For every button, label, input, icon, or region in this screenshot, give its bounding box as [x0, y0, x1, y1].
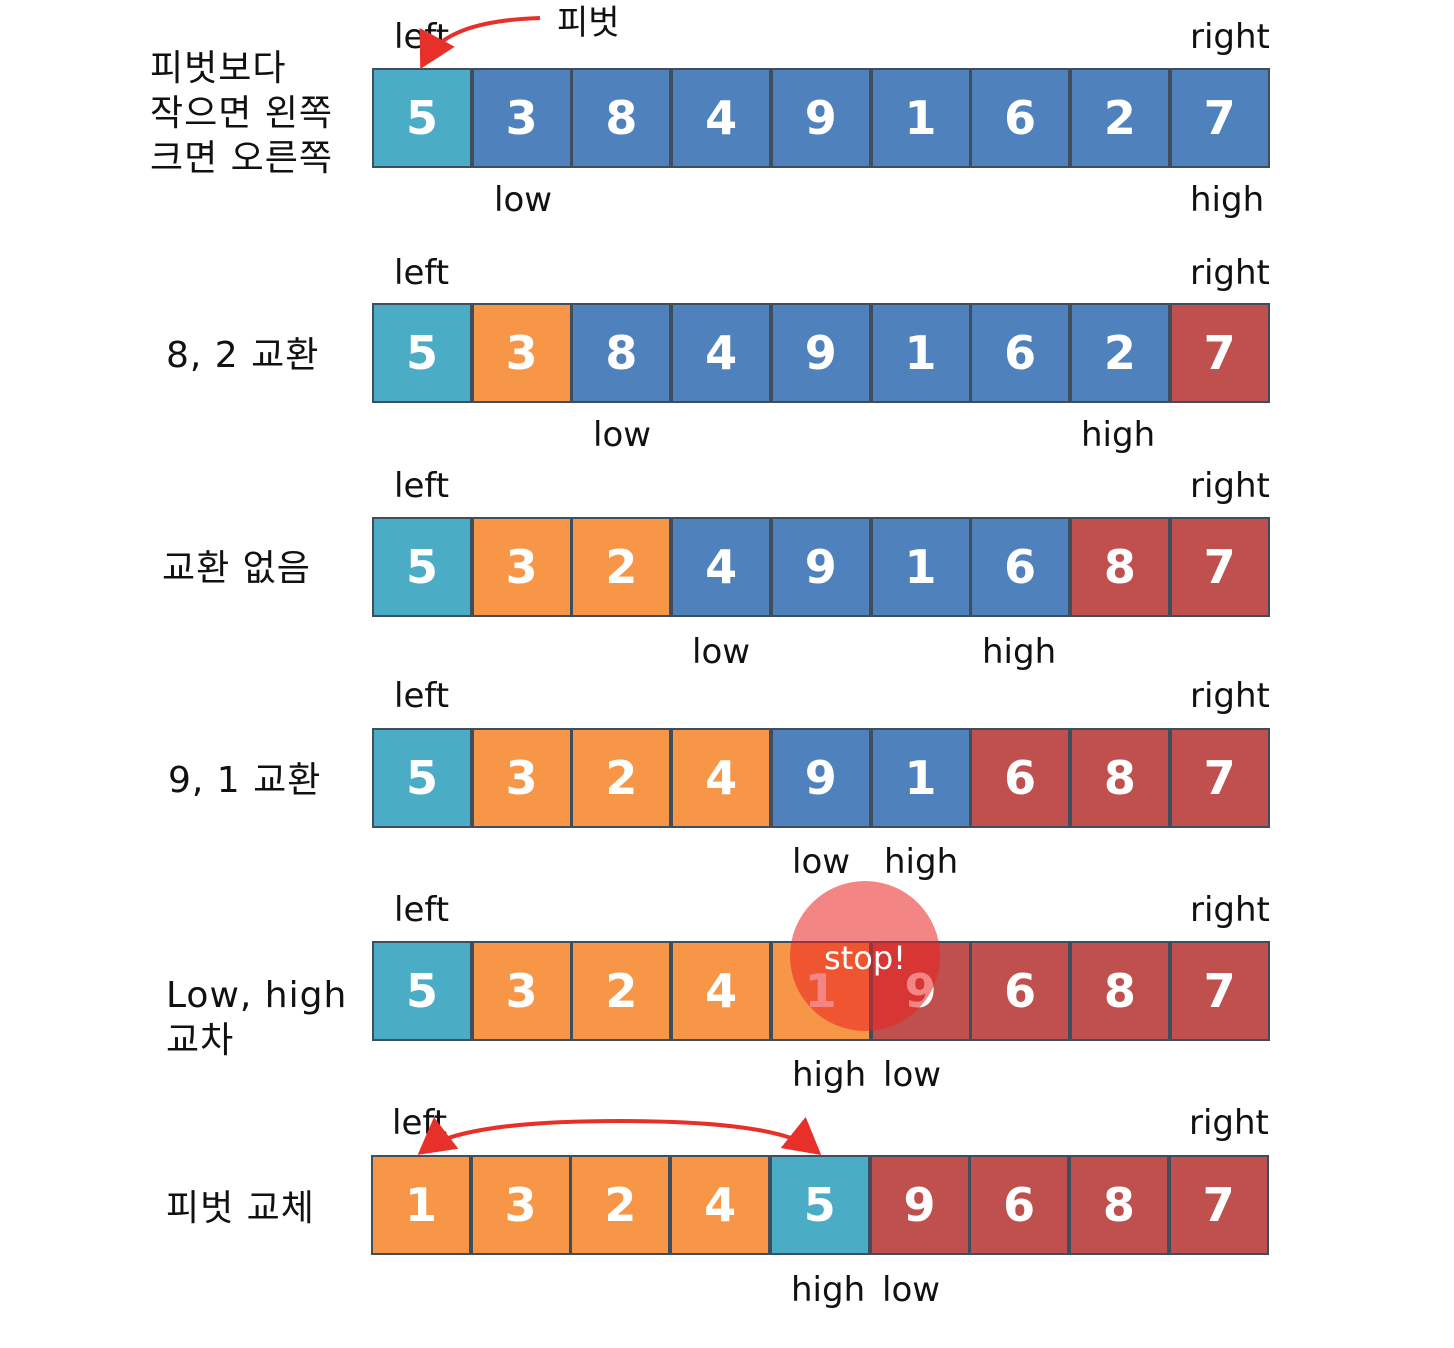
array-cell: 9 — [869, 1155, 970, 1255]
step-1-label: 피벗보다 작으면 왼쪽 크면 오른쪽 — [150, 48, 334, 179]
array-cell: 4 — [671, 728, 772, 828]
step-1-low-pointer: low — [494, 180, 553, 220]
array-cell: 4 — [671, 941, 772, 1041]
array-cell: 9 — [770, 303, 871, 403]
array-cell: 3 — [471, 728, 572, 828]
array-cell: 1 — [870, 68, 971, 168]
array-cell: 2 — [570, 1155, 671, 1255]
array-cell: 3 — [471, 941, 572, 1041]
step-3-high-pointer: high — [982, 632, 1057, 672]
array-cell: 2 — [1069, 68, 1170, 168]
step-5-high-pointer: high — [792, 1055, 867, 1095]
array-cell: 3 — [470, 1155, 571, 1255]
step-2-right-pointer: right — [1190, 253, 1270, 293]
array-cell: 5 — [372, 941, 472, 1041]
pivot-callout-arrow — [419, 16, 541, 70]
array-cell: 9 — [770, 517, 871, 617]
step-2-low-pointer: low — [593, 415, 652, 455]
array-cell: 9 — [770, 68, 871, 168]
step-5-right-pointer: right — [1190, 890, 1270, 930]
array-cell: 6 — [970, 303, 1071, 403]
stop-label: stop! — [824, 939, 906, 977]
pivot-swap-arrow-left — [417, 1117, 621, 1155]
array-cell: 5 — [372, 303, 472, 403]
array-cell: 6 — [970, 728, 1071, 828]
step-1-high-pointer: high — [1190, 180, 1265, 220]
pivot-swap-arrow-right — [619, 1116, 822, 1155]
array-cell: 4 — [671, 68, 772, 168]
array-cell: 7 — [1169, 517, 1270, 617]
step-2-left-pointer: left — [394, 253, 450, 293]
array-cell: 1 — [371, 1155, 471, 1255]
step-4-high-pointer: high — [884, 842, 959, 882]
array-cell: 8 — [1069, 941, 1170, 1041]
array-cell: 7 — [1169, 728, 1270, 828]
step-3-right-pointer: right — [1190, 466, 1270, 506]
step-6-low-pointer: low — [882, 1270, 941, 1310]
step-3-low-pointer: low — [692, 632, 751, 672]
array-cell: 9 — [770, 728, 871, 828]
step-6-high-pointer: high — [791, 1270, 866, 1310]
array-cell: 8 — [571, 68, 672, 168]
array-cell: 5 — [372, 68, 472, 168]
array-cell: 1 — [870, 517, 971, 617]
array-cell: 8 — [1069, 517, 1170, 617]
array-cell: 4 — [671, 303, 772, 403]
step-5-left-pointer: left — [394, 890, 450, 930]
array-cell: 2 — [571, 517, 672, 617]
array-cell: 1 — [870, 303, 971, 403]
step-1-right-pointer: right — [1190, 17, 1270, 57]
step-2-high-pointer: high — [1081, 415, 1156, 455]
array-cell: 1 — [870, 728, 971, 828]
array-cell: 6 — [970, 941, 1071, 1041]
pivot-callout: 피벗 — [557, 3, 620, 43]
array-cell: 7 — [1169, 303, 1270, 403]
array-cell: 8 — [1068, 1155, 1169, 1255]
array-cell: 5 — [769, 1155, 870, 1255]
array-cell: 8 — [1069, 728, 1170, 828]
array-cell: 6 — [970, 517, 1071, 617]
step-3-left-pointer: left — [394, 466, 450, 506]
step-6-right-pointer: right — [1189, 1103, 1269, 1143]
array-cell: 6 — [970, 68, 1071, 168]
step-4-label: 9, 1 교환 — [168, 760, 322, 801]
step-3-label: 교환 없음 — [162, 548, 311, 589]
array-cell: 2 — [571, 941, 672, 1041]
array-cell: 4 — [670, 1155, 771, 1255]
array-cell: 3 — [471, 517, 572, 617]
array-cell: 6 — [969, 1155, 1070, 1255]
array-cell: 2 — [1069, 303, 1170, 403]
step-4-right-pointer: right — [1190, 676, 1270, 716]
step-2-label: 8, 2 교환 — [166, 335, 320, 376]
array-cell: 5 — [372, 517, 472, 617]
array-cell: 4 — [671, 517, 772, 617]
array-cell: 2 — [571, 728, 672, 828]
step-5-label: Low, high 교차 — [166, 975, 348, 1061]
step-4-left-pointer: left — [394, 676, 450, 716]
array-cell: 7 — [1169, 941, 1270, 1041]
array-cell: 3 — [471, 303, 572, 403]
step-5-low-pointer: low — [883, 1055, 942, 1095]
step-4-low-pointer: low — [792, 842, 851, 882]
step-6-label: 피벗 교체 — [166, 1188, 315, 1229]
array-cell: 8 — [571, 303, 672, 403]
array-cell: 3 — [471, 68, 572, 168]
stop-marker — [790, 881, 940, 1031]
array-cell: 7 — [1168, 1155, 1269, 1255]
array-cell: 7 — [1169, 68, 1270, 168]
array-cell: 5 — [372, 728, 472, 828]
